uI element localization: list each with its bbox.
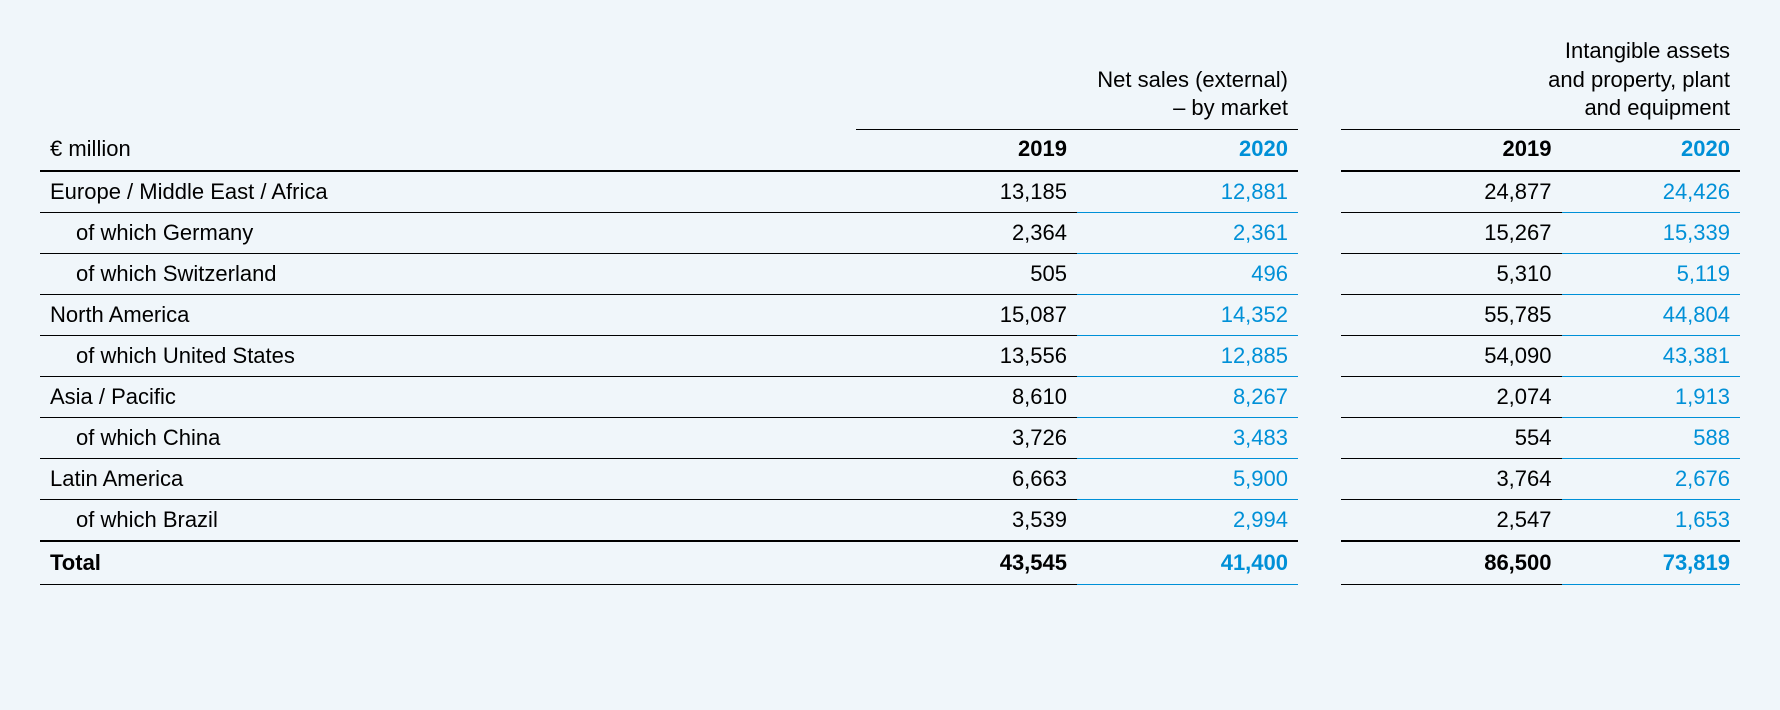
group-header-intangible-assets: Intangible assets and property, plant an… [1341, 30, 1741, 129]
table-row: Asia / Pacific8,6108,267 2,0741,913 [40, 376, 1740, 417]
group-header-row: Net sales (external) – by market Intangi… [40, 30, 1740, 129]
row-value: 2,074 [1341, 376, 1562, 417]
row-value: 554 [1341, 417, 1562, 458]
gap [1298, 253, 1341, 294]
row-value: 43,381 [1562, 335, 1741, 376]
gap [1298, 499, 1341, 541]
gap [1298, 376, 1341, 417]
row-value: 5,119 [1562, 253, 1741, 294]
year-header-row: € million 2019 2020 2019 2020 [40, 129, 1740, 171]
year-2020-g1: 2020 [1077, 129, 1298, 171]
total-value: 41,400 [1077, 541, 1298, 585]
row-value: 5,900 [1077, 458, 1298, 499]
row-label: of which China [40, 417, 856, 458]
row-value: 12,885 [1077, 335, 1298, 376]
total-value: 86,500 [1341, 541, 1562, 585]
year-2019-g2: 2019 [1341, 129, 1562, 171]
row-value: 6,663 [856, 458, 1077, 499]
row-label: of which Germany [40, 212, 856, 253]
total-row: Total43,54541,400 86,50073,819 [40, 541, 1740, 585]
gap [1298, 294, 1341, 335]
unit-label: € million [40, 129, 856, 171]
gap [1298, 129, 1341, 171]
row-value: 5,310 [1341, 253, 1562, 294]
row-value: 13,185 [856, 171, 1077, 213]
gap [1298, 541, 1341, 585]
gap [1298, 417, 1341, 458]
table-row: of which Brazil3,5392,994 2,5471,653 [40, 499, 1740, 541]
row-value: 8,610 [856, 376, 1077, 417]
table-body: Net sales (external) – by market Intangi… [40, 30, 1740, 584]
row-value: 505 [856, 253, 1077, 294]
row-value: 588 [1562, 417, 1741, 458]
row-value: 55,785 [1341, 294, 1562, 335]
row-value: 24,426 [1562, 171, 1741, 213]
row-value: 3,539 [856, 499, 1077, 541]
total-value: 43,545 [856, 541, 1077, 585]
table-row: Europe / Middle East / Africa13,18512,88… [40, 171, 1740, 213]
total-value: 73,819 [1562, 541, 1741, 585]
row-value: 3,726 [856, 417, 1077, 458]
row-label: of which Switzerland [40, 253, 856, 294]
row-label: of which Brazil [40, 499, 856, 541]
table-row: of which China3,7263,483 554588 [40, 417, 1740, 458]
row-value: 15,339 [1562, 212, 1741, 253]
row-label: of which United States [40, 335, 856, 376]
row-value: 2,547 [1341, 499, 1562, 541]
gap [1298, 212, 1341, 253]
row-value: 1,913 [1562, 376, 1741, 417]
row-value: 44,804 [1562, 294, 1741, 335]
row-value: 2,676 [1562, 458, 1741, 499]
gap [1298, 171, 1341, 213]
gap [1298, 30, 1341, 129]
table-row: of which Switzerland505496 5,3105,119 [40, 253, 1740, 294]
year-2019-g1: 2019 [856, 129, 1077, 171]
row-value: 24,877 [1341, 171, 1562, 213]
row-value: 54,090 [1341, 335, 1562, 376]
table-row: Latin America6,6635,900 3,7642,676 [40, 458, 1740, 499]
total-label: Total [40, 541, 856, 585]
row-value: 2,364 [856, 212, 1077, 253]
row-value: 1,653 [1562, 499, 1741, 541]
row-label: Latin America [40, 458, 856, 499]
row-value: 2,994 [1077, 499, 1298, 541]
row-value: 15,267 [1341, 212, 1562, 253]
row-value: 3,483 [1077, 417, 1298, 458]
row-value: 14,352 [1077, 294, 1298, 335]
row-value: 496 [1077, 253, 1298, 294]
group-header-net-sales: Net sales (external) – by market [856, 30, 1298, 129]
gap [1298, 458, 1341, 499]
row-value: 12,881 [1077, 171, 1298, 213]
row-label: Europe / Middle East / Africa [40, 171, 856, 213]
row-value: 8,267 [1077, 376, 1298, 417]
year-2020-g2: 2020 [1562, 129, 1741, 171]
financial-table: Net sales (external) – by market Intangi… [40, 30, 1740, 585]
row-label: Asia / Pacific [40, 376, 856, 417]
table-row: of which Germany2,3642,361 15,26715,339 [40, 212, 1740, 253]
gap [1298, 335, 1341, 376]
row-value: 2,361 [1077, 212, 1298, 253]
group-header-empty [40, 30, 856, 129]
row-value: 15,087 [856, 294, 1077, 335]
table-row: North America15,08714,352 55,78544,804 [40, 294, 1740, 335]
row-value: 3,764 [1341, 458, 1562, 499]
row-value: 13,556 [856, 335, 1077, 376]
table-row: of which United States13,55612,885 54,090… [40, 335, 1740, 376]
row-label: North America [40, 294, 856, 335]
